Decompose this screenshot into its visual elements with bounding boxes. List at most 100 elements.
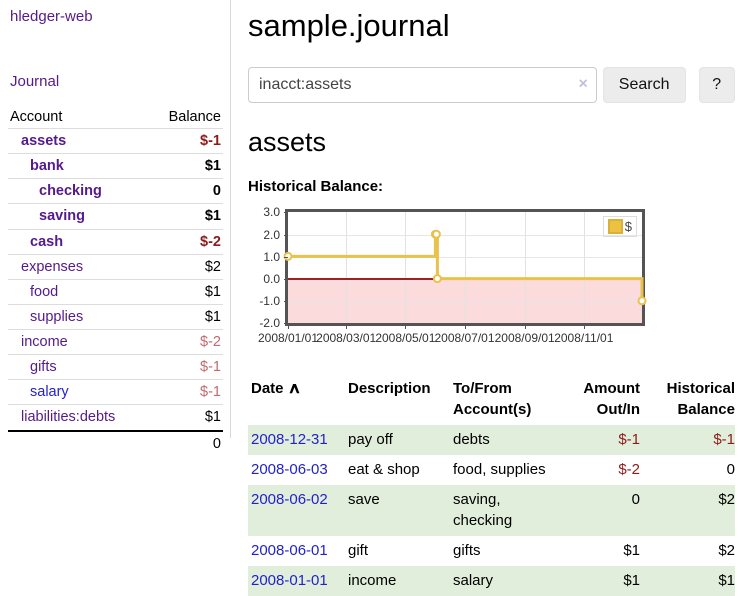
- account-name-cell: liabilities:debts: [8, 404, 150, 431]
- transaction-to-from-accounts: salary: [453, 572, 494, 590]
- account-link[interactable]: cash: [30, 233, 64, 250]
- account-row: cash $-2: [8, 228, 223, 255]
- x-axis-tick-mark: [346, 326, 348, 330]
- y-axis-tick-label: 0.0: [263, 271, 280, 286]
- col-date-sort[interactable]: Date ∧: [248, 376, 345, 425]
- account-link[interactable]: checking: [39, 183, 102, 200]
- account-row: salary $-1: [8, 379, 223, 405]
- account-link[interactable]: supplies: [30, 308, 84, 325]
- account-name-cell: food: [8, 278, 150, 305]
- account-row: gifts $-1: [8, 354, 223, 380]
- transaction-description: income: [348, 572, 397, 590]
- account-balance: $-1: [149, 379, 223, 405]
- account-balance: $-1: [149, 127, 223, 154]
- search-input[interactable]: [248, 66, 597, 103]
- account-balance: $2: [149, 253, 223, 280]
- transaction-historical-balance: $-1: [713, 430, 735, 448]
- x-axis-tick-mark: [464, 326, 466, 330]
- accounts-col-account: Account: [10, 109, 63, 125]
- transaction-date-cell: 2008-06-03: [248, 455, 345, 485]
- account-link[interactable]: food: [30, 283, 59, 300]
- transaction-date-link[interactable]: 2008-01-01: [251, 572, 328, 590]
- y-axis-tick-mark: [284, 234, 288, 236]
- sidebar-item-journal[interactable]: Journal: [10, 73, 60, 90]
- transaction-date-cell: 2008-06-01: [248, 536, 345, 566]
- horizontal-gridline: [288, 234, 642, 236]
- search-button[interactable]: Search: [602, 66, 686, 103]
- search-form: × Search ?: [248, 66, 735, 103]
- transaction-date-link[interactable]: 2008-06-03: [251, 461, 328, 479]
- transaction-to-from-accounts: saving, checking: [453, 491, 513, 529]
- y-axis-tick-mark: [284, 278, 288, 280]
- x-axis-tick-label: 2008/07/01: [434, 331, 495, 346]
- account-row: liabilities:debts $1: [8, 404, 223, 431]
- account-link[interactable]: saving: [39, 208, 85, 225]
- transaction-amount: $1: [623, 541, 640, 559]
- account-link[interactable]: liabilities:debts: [21, 409, 116, 426]
- clear-search-icon[interactable]: ×: [578, 74, 588, 92]
- transaction-date-cell: 2008-06-02: [248, 485, 345, 536]
- chart-plot-area: $: [283, 209, 647, 327]
- x-axis-tick-label: 2008/03/01: [316, 331, 377, 346]
- transaction-historical-balance: $2: [718, 491, 735, 509]
- transaction-amount: $-1: [618, 430, 640, 448]
- account-name-cell: supplies: [8, 303, 150, 330]
- account-link[interactable]: salary: [30, 384, 69, 401]
- account-name-cell: bank: [8, 153, 150, 179]
- transaction-date-cell: 2008-12-31: [248, 425, 345, 455]
- account-link[interactable]: income: [21, 334, 68, 350]
- transaction-row: 2008-06-02 save saving, checking 0 $2: [248, 485, 735, 536]
- main-content: sample.journal × Search ? assets Histori…: [248, 0, 735, 596]
- series-line: [288, 233, 644, 302]
- account-name-cell: saving: [8, 203, 150, 229]
- account-balance: 0: [149, 178, 223, 204]
- chart-legend: $: [602, 216, 637, 238]
- account-balance: $1: [149, 278, 223, 305]
- transaction-amount: 0: [631, 491, 640, 509]
- x-axis-tick-mark: [405, 326, 407, 330]
- account-row: checking 0: [8, 178, 223, 204]
- sidebar: hledger-web Journal Account Balance asse…: [0, 0, 231, 456]
- account-balance: $-2: [149, 228, 223, 255]
- account-name-cell: cash: [8, 228, 150, 255]
- transaction-date-link[interactable]: 2008-12-31: [251, 430, 328, 448]
- account-link[interactable]: gifts: [30, 359, 57, 376]
- account-link[interactable]: assets: [21, 133, 67, 149]
- account-row: assets $-1: [8, 127, 223, 154]
- account-link[interactable]: expenses: [21, 258, 84, 275]
- transaction-description: save: [348, 491, 380, 509]
- x-axis-tick-label: 2008/11/01: [554, 331, 614, 346]
- account-name-cell: expenses: [8, 253, 150, 280]
- transaction-date-link[interactable]: 2008-06-01: [251, 541, 328, 559]
- col-to-from: To/From Account(s): [453, 380, 532, 418]
- accounts-total-row: 0: [8, 429, 223, 456]
- search-box: ×: [248, 66, 597, 103]
- data-point-marker: [637, 296, 647, 306]
- y-axis-tick-label: -2.0: [259, 316, 280, 331]
- transaction-date-link[interactable]: 2008-06-02: [251, 491, 328, 509]
- account-balance: $-2: [149, 328, 223, 355]
- account-link[interactable]: bank: [30, 158, 64, 175]
- account-balance: $-1: [149, 354, 223, 380]
- col-description: Description: [348, 380, 431, 398]
- legend-series-label: $: [624, 219, 632, 235]
- app-title-link[interactable]: hledger-web: [10, 8, 93, 25]
- transaction-description: gift: [348, 541, 369, 559]
- y-axis-tick-mark: [284, 212, 288, 214]
- vertical-gridline: [346, 212, 348, 324]
- x-axis-tick-label: 2008/09/01: [494, 331, 555, 346]
- account-name-cell: gifts: [8, 354, 150, 380]
- help-button[interactable]: ?: [698, 66, 735, 103]
- account-name-cell: salary: [8, 379, 150, 405]
- col-amount: Amount Out/In: [583, 380, 640, 418]
- account-balance: $1: [149, 203, 223, 229]
- transaction-row: 2008-01-01 income salary $1 $1: [248, 566, 735, 596]
- x-axis-tick-mark: [288, 326, 289, 330]
- page-title: sample.journal: [248, 8, 450, 43]
- transaction-to-from-accounts: gifts: [453, 541, 481, 559]
- account-row: supplies $1: [8, 303, 223, 330]
- x-axis-tick-mark: [524, 326, 526, 330]
- account-name-cell: income: [8, 328, 150, 355]
- account-balance: $1: [149, 303, 223, 330]
